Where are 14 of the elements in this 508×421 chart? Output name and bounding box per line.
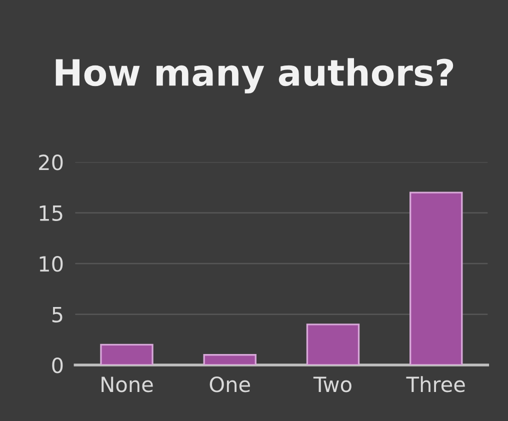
x-tick-label: Three: [406, 376, 465, 392]
y-tick-label: 20: [39, 154, 63, 170]
bar: [203, 354, 256, 366]
y-tick-label: 15: [40, 206, 62, 222]
x-tick-label: None: [102, 376, 153, 392]
x-tick-label: One: [210, 376, 250, 392]
y-tick-label: 0: [52, 357, 63, 374]
bar: [306, 324, 360, 366]
y-tick-label: 5: [52, 307, 62, 322]
x-tick-label: Two: [313, 376, 352, 392]
bar: [100, 344, 154, 366]
y-tick-label: 10: [40, 256, 63, 272]
chart-title: How many authors?: [56, 58, 454, 94]
bar: [410, 192, 463, 366]
